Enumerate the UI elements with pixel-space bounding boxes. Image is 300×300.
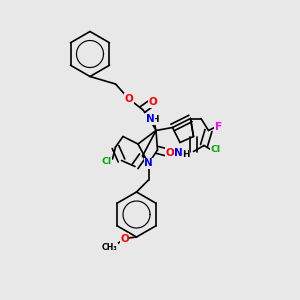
Text: F: F bbox=[214, 122, 222, 133]
Text: O: O bbox=[165, 148, 174, 158]
Text: H: H bbox=[151, 116, 158, 124]
Text: O: O bbox=[124, 94, 134, 104]
Text: O: O bbox=[120, 233, 129, 244]
Text: N: N bbox=[144, 158, 153, 169]
Text: CH₃: CH₃ bbox=[102, 243, 117, 252]
Text: O: O bbox=[148, 97, 158, 107]
Text: N: N bbox=[174, 148, 183, 158]
Text: Cl: Cl bbox=[211, 146, 221, 154]
Text: N: N bbox=[146, 113, 154, 124]
Text: H: H bbox=[182, 150, 190, 159]
Text: Cl: Cl bbox=[101, 158, 112, 166]
Polygon shape bbox=[148, 118, 156, 130]
